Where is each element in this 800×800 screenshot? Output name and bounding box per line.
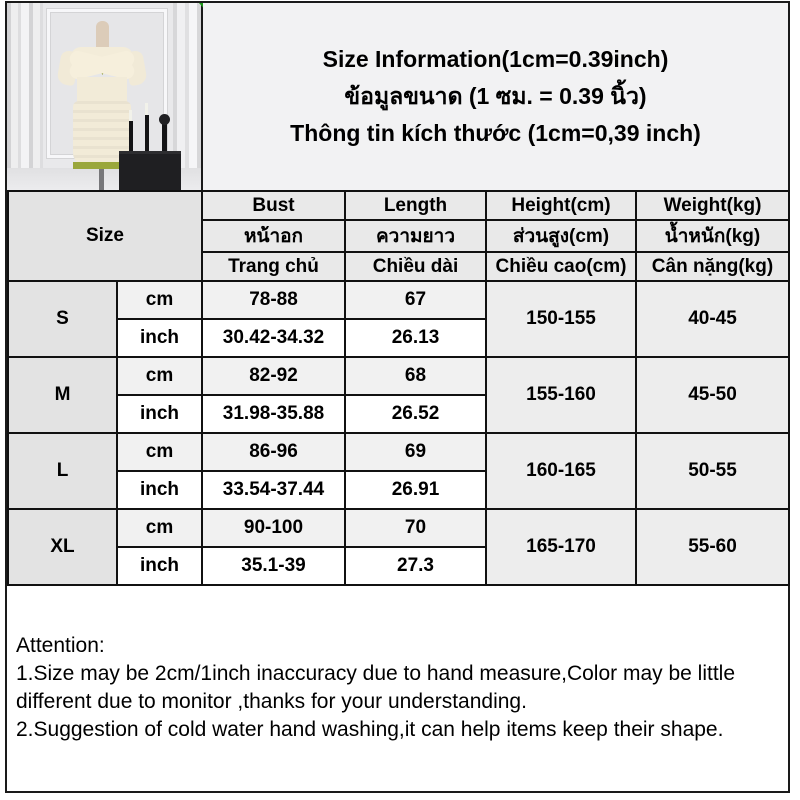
col-header-height-en: Height(cm) [485, 190, 637, 221]
length-cm-value: 68 [344, 356, 487, 396]
candle-icon [129, 110, 132, 121]
unit-label: cm [116, 280, 203, 320]
size-row-m-inch: inch 31.98-35.88 26.52 [8, 394, 789, 434]
title-vietnamese: Thông tin kích thước (1cm=0,39 inch) [290, 120, 701, 146]
unit-label: cm [116, 432, 203, 472]
bust-cm-value: 90-100 [201, 508, 346, 548]
bust-cm-value: 78-88 [201, 280, 346, 320]
col-header-height-th: ส่วนสูง(cm) [485, 219, 637, 253]
size-row-s-cm: S cm 78-88 67 150-155 40-45 [7, 280, 790, 358]
col-header-weight-vi: Cân nặng(kg) [635, 251, 790, 282]
col-header-length-th: ความยาว [344, 219, 487, 253]
attention-note-2: 2.Suggestion of cold water hand washing,… [16, 718, 724, 741]
attention-notes: Attention: 1.Size may be 2cm/1inch inacc… [7, 625, 788, 791]
length-inch-value: 26.13 [344, 318, 487, 358]
size-label: XL [7, 508, 118, 586]
size-label: M [7, 356, 118, 434]
length-cm-value: 70 [344, 508, 487, 548]
unit-label: inch [116, 470, 203, 510]
height-value: 160-165 [485, 432, 637, 510]
length-cm-value: 67 [344, 280, 487, 320]
size-corner-cell: Size [7, 190, 203, 282]
size-row-l-inch: inch 33.54-37.44 26.91 [8, 470, 789, 510]
unit-label: inch [116, 318, 203, 358]
unit-label: inch [116, 546, 203, 586]
candle-holder-icon [159, 114, 170, 125]
size-row-l-cm: L cm 86-96 69 160-165 50-55 [7, 432, 790, 510]
attention-title: Attention: [16, 634, 105, 657]
length-inch-value: 26.91 [344, 470, 487, 510]
col-header-length-vi: Chiều dài [344, 251, 487, 282]
mannequin-figure [56, 21, 148, 190]
size-row-xl-cm: XL cm 90-100 70 165-170 55-60 [7, 508, 790, 586]
col-header-bust-th: หน้าอก [201, 219, 346, 253]
mannequin-neck [96, 21, 109, 51]
weight-value: 45-50 [635, 356, 790, 434]
candlestick-icon [162, 123, 167, 151]
candlestick-icon [145, 115, 149, 151]
col-header-bust-vi: Trang chủ [201, 251, 346, 282]
col-header-height-vi: Chiều cao(cm) [485, 251, 637, 282]
bust-inch-value: 33.54-37.44 [201, 470, 346, 510]
title-thai: ข้อมูลขนาด (1 ซม. = 0.39 นิ้ว) [344, 83, 647, 109]
size-label: L [7, 432, 118, 510]
unit-label: cm [116, 356, 203, 396]
weight-value: 55-60 [635, 508, 790, 586]
bust-inch-value: 31.98-35.88 [201, 394, 346, 434]
title-english: Size Information(1cm=0.39inch) [322, 46, 669, 72]
size-row-xl-inch: inch 35.1-39 27.3 [8, 546, 789, 586]
weight-value: 40-45 [635, 280, 790, 358]
candlestick-icon [129, 121, 133, 151]
length-inch-value: 26.52 [344, 394, 487, 434]
dress-green-hem [73, 162, 131, 169]
product-photo [7, 3, 203, 190]
weight-value: 50-55 [635, 432, 790, 510]
side-table-decor [119, 151, 181, 190]
dress-torso [77, 77, 127, 105]
col-header-length-en: Length [344, 190, 487, 221]
col-header-weight-th: น้ำหนัก(kg) [635, 219, 790, 253]
header-row-vietnamese: Trang chủ Chiều dài Chiều cao(cm) Cân nặ… [8, 251, 790, 282]
attention-note-1: 1.Size may be 2cm/1inch inaccuracy due t… [16, 662, 736, 713]
size-info-title-block: Size Information(1cm=0.39inch) ข้อมูลขนา… [203, 3, 788, 190]
length-cm-value: 69 [344, 432, 487, 472]
size-row-m-cm: M cm 82-92 68 155-160 45-50 [7, 356, 790, 434]
height-value: 155-160 [485, 356, 637, 434]
unit-label: cm [116, 508, 203, 548]
mannequin-stand [99, 169, 104, 190]
curtain-left-decor [7, 3, 43, 190]
col-header-bust-en: Bust [201, 190, 346, 221]
height-value: 150-155 [485, 280, 637, 358]
header-row-english: Size Bust Length Height(cm) Weight(kg) [7, 190, 790, 282]
size-label: S [7, 280, 118, 358]
bust-cm-value: 86-96 [201, 432, 346, 472]
bust-inch-value: 30.42-34.32 [201, 318, 346, 358]
header-row-thai: หน้าอก ความยาว ส่วนสูง(cm) น้ำหนัก(kg) [8, 219, 790, 253]
bust-inch-value: 35.1-39 [201, 546, 346, 586]
height-value: 165-170 [485, 508, 637, 586]
candle-icon [145, 103, 148, 115]
content-frame: Size Information(1cm=0.39inch) ข้อมูลขนา… [5, 1, 790, 793]
size-table: Size Bust Length Height(cm) Weight(kg) ห… [7, 190, 790, 586]
length-inch-value: 27.3 [344, 546, 487, 586]
col-header-weight-en: Weight(kg) [635, 190, 790, 221]
unit-label: inch [116, 394, 203, 434]
bust-cm-value: 82-92 [201, 356, 346, 396]
size-row-s-inch: inch 30.42-34.32 26.13 [8, 318, 789, 358]
